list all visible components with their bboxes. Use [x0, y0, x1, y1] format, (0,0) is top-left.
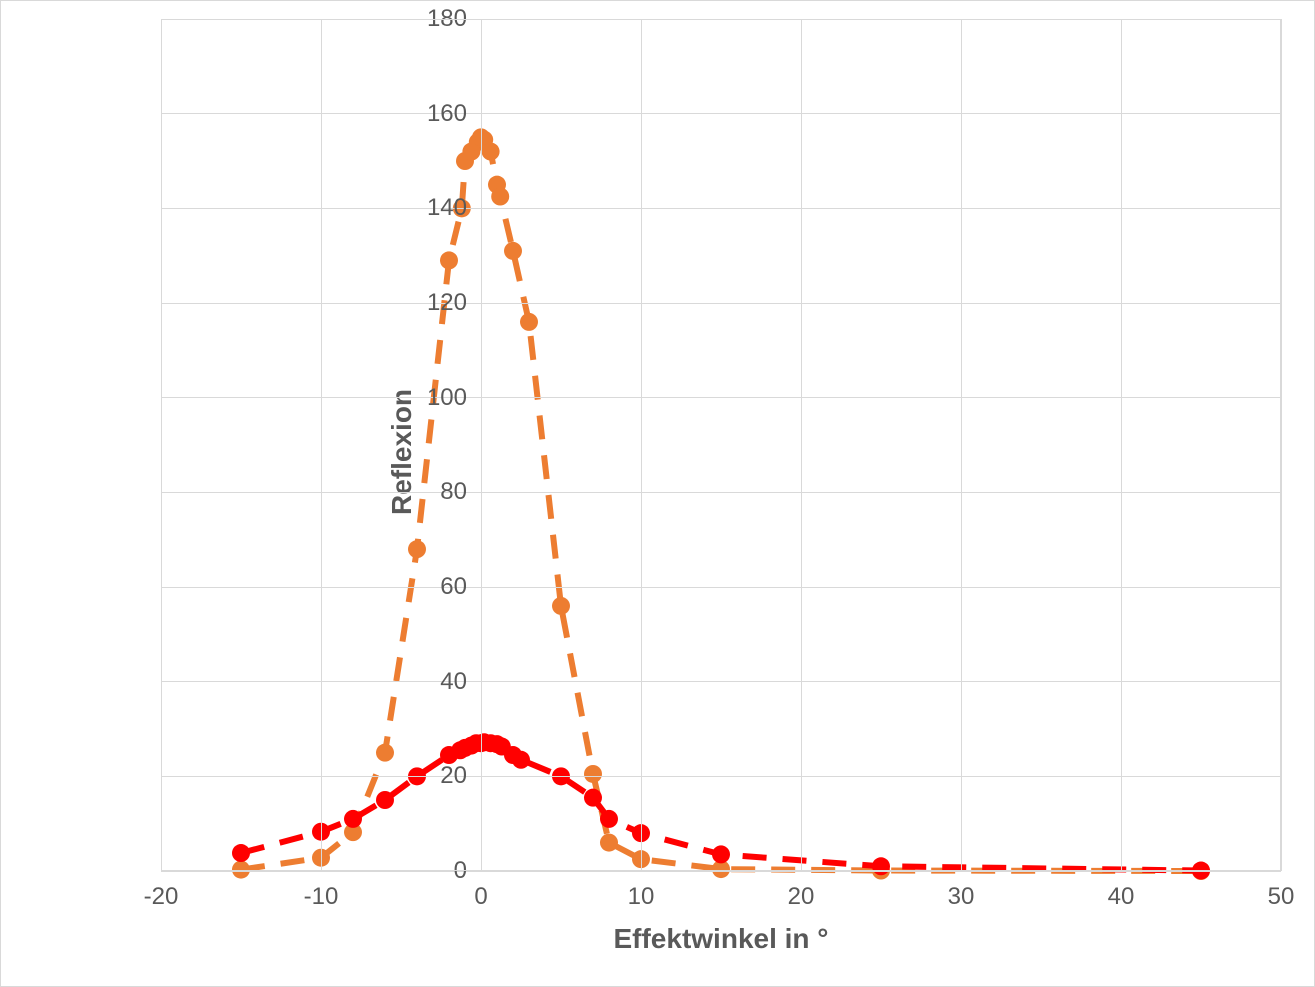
y-tick-label: 140	[427, 194, 467, 222]
series-orange-marker	[584, 765, 602, 783]
y-axis-title: Reflexion	[386, 389, 418, 515]
series-orange-marker	[600, 834, 618, 852]
x-gridline	[1121, 19, 1122, 871]
series-red-marker	[712, 845, 730, 863]
series-red-marker	[232, 844, 250, 862]
y-tick-label: 100	[427, 384, 467, 412]
series-orange-marker	[408, 540, 426, 558]
series-orange-marker	[440, 251, 458, 269]
x-tick-label: 20	[788, 883, 815, 911]
x-tick-label: -20	[144, 883, 179, 911]
plot-border	[161, 870, 1281, 871]
series-red-marker	[512, 751, 530, 769]
series-red-marker	[376, 791, 394, 809]
x-tick-label: 50	[1268, 883, 1295, 911]
y-tick-label: 160	[427, 100, 467, 128]
series-layer	[161, 19, 1281, 871]
y-gridline	[161, 681, 1281, 682]
chart-frame: Effektwinkel in ° Reflexion -20 -10 0 10 20 3…	[0, 0, 1315, 987]
series-orange-marker	[491, 188, 509, 206]
x-tick-label: 0	[474, 883, 487, 911]
plot-area	[161, 19, 1281, 871]
y-gridline	[161, 776, 1281, 777]
plot-border	[161, 19, 162, 871]
x-tick-label: 40	[1108, 883, 1135, 911]
x-axis-title: Effektwinkel in °	[161, 923, 1281, 955]
series-orange-marker	[552, 597, 570, 615]
y-gridline	[161, 303, 1281, 304]
y-tick-label: 20	[440, 762, 467, 790]
series-orange-marker	[482, 143, 500, 161]
y-gridline	[161, 587, 1281, 588]
x-tick-label: 30	[948, 883, 975, 911]
series-orange-marker	[520, 313, 538, 331]
plot-border	[161, 19, 1281, 20]
y-gridline	[161, 492, 1281, 493]
plot-border	[1280, 19, 1281, 871]
y-tick-label: 60	[440, 573, 467, 601]
series-red-marker	[344, 810, 362, 828]
y-tick-label: 80	[440, 478, 467, 506]
x-gridline	[641, 19, 642, 871]
x-gridline	[321, 19, 322, 871]
series-orange-marker	[376, 744, 394, 762]
series-red-marker	[584, 789, 602, 807]
y-gridline	[161, 113, 1281, 114]
y-gridline	[161, 208, 1281, 209]
x-gridline	[961, 19, 962, 871]
y-gridline	[161, 397, 1281, 398]
x-tick-label: -10	[304, 883, 339, 911]
y-tick-label: 40	[440, 668, 467, 696]
y-tick-label: 120	[427, 289, 467, 317]
x-gridline	[481, 19, 482, 871]
series-red-marker	[872, 857, 890, 875]
series-orange-marker	[504, 242, 522, 260]
y-tick-label: 0	[454, 857, 467, 885]
series-red-marker	[600, 810, 618, 828]
x-tick-label: 10	[628, 883, 655, 911]
x-gridline	[801, 19, 802, 871]
